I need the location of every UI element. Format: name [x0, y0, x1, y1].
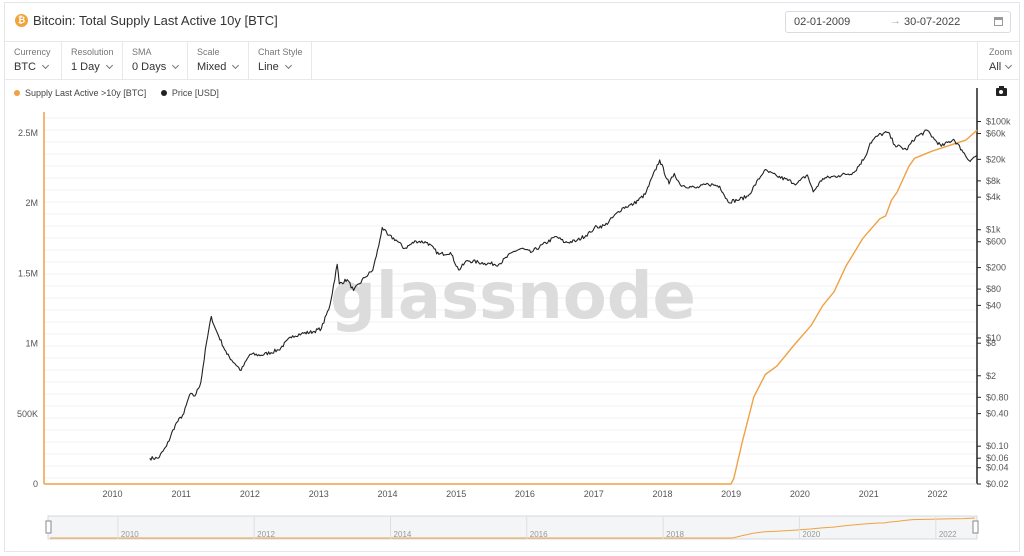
- date-to[interactable]: 30-07-2022: [904, 16, 961, 28]
- navigator-handle-left[interactable]: [45, 520, 52, 534]
- y-left-tick-label: 1M: [25, 339, 38, 349]
- legend-dot: [160, 90, 167, 96]
- x-tick-label: 2019: [721, 489, 741, 499]
- resolution-select[interactable]: Resolution 1 Day: [62, 41, 123, 79]
- navigator-handle-right[interactable]: [972, 520, 979, 534]
- y-right-tick-label: $40: [986, 300, 1001, 310]
- x-tick-label: 2022: [927, 489, 947, 499]
- y-right-tick-label: $0.80: [986, 392, 1009, 402]
- y-right-tick-label: $10: [986, 333, 1001, 343]
- legend-label-price: Price [USD]: [171, 88, 219, 98]
- navigator-tick-label: 2020: [802, 530, 820, 539]
- x-tick-label: 2014: [377, 489, 397, 499]
- watermark: glassnode: [330, 260, 696, 334]
- chart-style-value: Line: [258, 61, 279, 73]
- navigator-series-supply: [50, 517, 976, 539]
- x-tick-label: 2016: [515, 489, 535, 499]
- y-right-tick-label: $4k: [986, 192, 1001, 202]
- sma-select[interactable]: SMA 0 Days: [123, 41, 188, 79]
- y-right-tick-label: $0.04: [986, 463, 1009, 473]
- y-right-tick-label: $100k: [986, 117, 1011, 127]
- x-tick-label: 2017: [584, 489, 604, 499]
- resolution-label: Resolution: [71, 47, 114, 57]
- y-right-tick-label: $1k: [986, 225, 1001, 235]
- camera-icon[interactable]: [996, 86, 1007, 96]
- legend-item-price[interactable]: Price [USD]: [160, 88, 219, 98]
- scale-select[interactable]: Scale Mixed: [188, 41, 249, 79]
- navigator-tick-label: 2014: [394, 530, 412, 539]
- sma-label: SMA: [132, 47, 152, 57]
- y-right-tick-label: $0.02: [986, 479, 1009, 489]
- x-tick-label: 2021: [859, 489, 879, 499]
- y-left-tick-label: 0: [33, 479, 38, 489]
- currency-value: BTC: [14, 61, 36, 73]
- x-tick-label: 2010: [102, 489, 122, 499]
- chart-controls: Currency BTC Resolution 1 Day SMA 0 Days…: [5, 41, 1019, 80]
- y-right-tick-label: $2: [986, 371, 996, 381]
- y-right-tick-label: $200: [986, 263, 1006, 273]
- legend-label-supply: Supply Last Active >10y [BTC]: [25, 88, 147, 98]
- y-left-tick-label: 500K: [17, 409, 38, 419]
- y-right-tick-label: $80: [986, 284, 1001, 294]
- navigator-tick-label: 2018: [666, 530, 684, 539]
- y-right-tick-label: $0.06: [986, 453, 1009, 463]
- legend-item-supply[interactable]: Supply Last Active >10y [BTC]: [14, 88, 146, 98]
- chart-legend: Supply Last Active >10y [BTC] Price [USD…: [14, 88, 231, 98]
- y-right-tick-label: $600: [986, 237, 1006, 247]
- chart-panel: ₿ Bitcoin: Total Supply Last Active 10y …: [4, 2, 1020, 552]
- x-tick-label: 2018: [652, 489, 672, 499]
- calendar-icon[interactable]: [994, 17, 1003, 26]
- x-tick-label: 2020: [790, 489, 810, 499]
- x-tick-label: 2015: [446, 489, 466, 499]
- x-tick-label: 2013: [309, 489, 329, 499]
- zoom-label: Zoom: [989, 47, 1013, 57]
- navigator-track: [47, 515, 978, 540]
- x-tick-label: 2011: [172, 489, 191, 499]
- chart-title: Bitcoin: Total Supply Last Active 10y [B…: [33, 13, 278, 28]
- y-left-tick-label: 2M: [25, 198, 38, 208]
- date-from[interactable]: 02-01-2009: [794, 16, 851, 28]
- chart-style-label: Chart Style: [258, 47, 303, 57]
- y-right-tick-label: $8k: [986, 176, 1001, 186]
- y-right-tick-label: $20k: [986, 154, 1006, 164]
- y-right-tick-label: $8: [986, 338, 996, 348]
- y-left-tick-label: 1.5M: [18, 268, 38, 278]
- series-line-supply: [44, 129, 978, 485]
- x-tick-label: 2012: [240, 489, 260, 499]
- navigator-tick-label: 2022: [939, 530, 957, 539]
- y-left-tick-label: 2.5M: [18, 128, 38, 138]
- legend-dot: [14, 90, 20, 96]
- zoom-select[interactable]: Zoom All: [977, 41, 1019, 79]
- y-right-tick-label: $60k: [986, 129, 1006, 139]
- date-range-picker[interactable]: 02-01-2009 → 30-07-2022: [785, 11, 1011, 33]
- y-right-tick-label: $0.40: [986, 409, 1009, 419]
- resolution-value: 1 Day: [71, 61, 100, 73]
- scale-label: Scale: [197, 47, 220, 57]
- arrow-right-icon: →: [890, 15, 901, 27]
- chart-style-select[interactable]: Chart Style Line: [249, 41, 312, 79]
- navigator-tick-label: 2010: [121, 530, 139, 539]
- zoom-value: All: [989, 61, 1002, 73]
- currency-select[interactable]: Currency BTC: [5, 41, 62, 79]
- bitcoin-icon: ₿: [15, 14, 28, 27]
- currency-label: Currency: [14, 47, 51, 57]
- scale-value: Mixed: [197, 61, 227, 73]
- y-right-tick-label: $0.10: [986, 441, 1009, 451]
- series-line-price: [149, 129, 978, 461]
- chart-header: ₿ Bitcoin: Total Supply Last Active 10y …: [5, 3, 1019, 42]
- navigator-tick-label: 2012: [257, 530, 275, 539]
- sma-value: 0 Days: [132, 61, 167, 73]
- navigator-tick-label: 2016: [530, 530, 548, 539]
